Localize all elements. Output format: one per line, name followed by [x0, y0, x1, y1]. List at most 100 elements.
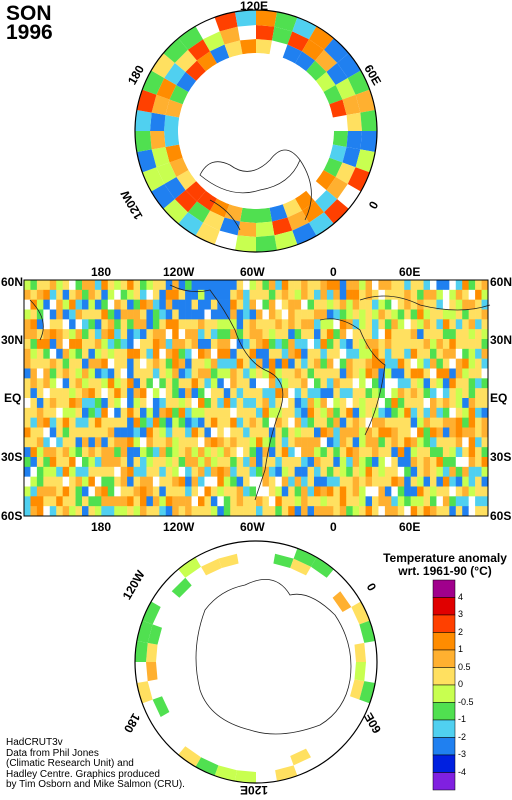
map-cell: [275, 358, 283, 369]
map-cell: [94, 496, 102, 507]
map-cell: [198, 447, 205, 458]
map-cell: [262, 358, 270, 369]
map-cell: [359, 407, 366, 418]
map-cell: [256, 457, 263, 468]
map-cell: [140, 476, 147, 487]
map-cell: [56, 486, 63, 497]
map-cell: [24, 378, 31, 389]
map-cell: [43, 407, 51, 418]
map-cell: [404, 289, 411, 300]
map-cell: [288, 427, 295, 438]
map-cell: [365, 299, 373, 310]
map-cell: [294, 378, 302, 389]
map-cell: [198, 506, 205, 517]
map-cell: [288, 388, 295, 399]
map-cell: [372, 457, 379, 468]
map-cell: [333, 486, 341, 497]
map-cell: [249, 280, 257, 291]
map-cell: [404, 496, 411, 507]
map-cell: [236, 309, 244, 320]
map-cell: [88, 378, 96, 389]
map-cell: [165, 358, 173, 369]
map-cell: [185, 407, 192, 418]
map-cell: [127, 437, 134, 448]
map-cell: [75, 348, 83, 359]
map-cell: [397, 368, 405, 379]
map-cell: [159, 466, 167, 477]
map-cell: [326, 378, 334, 389]
map-cell: [75, 319, 83, 330]
map-cell: [82, 457, 89, 468]
map-cell: [120, 447, 128, 458]
map-cell: [243, 339, 250, 350]
polar-cell: [326, 177, 348, 200]
map-cell: [204, 466, 212, 477]
map-cell: [223, 437, 231, 448]
polar-cell: [346, 131, 362, 150]
map-cell: [88, 348, 96, 359]
map-cell: [275, 457, 283, 468]
map-cell: [475, 398, 482, 409]
map-cell: [236, 437, 244, 448]
map-cell: [449, 427, 457, 438]
map-cell: [114, 398, 121, 409]
map-cell: [114, 486, 121, 497]
map-cell: [462, 368, 469, 379]
map-cell: [43, 398, 51, 409]
map-cell: [372, 348, 379, 359]
map-cell: [114, 378, 121, 389]
map-cell: [101, 476, 109, 487]
map-cell: [391, 368, 399, 379]
map-cell: [146, 437, 154, 448]
map-cell: [191, 476, 199, 487]
map-cell: [217, 289, 225, 300]
map-cell: [107, 506, 115, 517]
map-cell: [178, 447, 186, 458]
map-cell: [236, 466, 244, 477]
map-cell: [243, 358, 250, 369]
map-cell: [307, 299, 315, 310]
map-cell: [120, 280, 128, 291]
map-cell: [152, 339, 160, 350]
polar-cell: [323, 157, 343, 177]
map-cell: [481, 339, 489, 350]
map-cell: [178, 378, 186, 389]
map-cell: [397, 309, 405, 320]
map-cell: [384, 398, 392, 409]
map-cell: [82, 506, 89, 517]
map-cell: [36, 496, 44, 507]
map-cell: [391, 486, 399, 497]
map-cell: [230, 289, 237, 300]
map-cell: [249, 388, 257, 399]
map-cell: [339, 486, 347, 497]
map-cell: [223, 427, 231, 438]
map-cell: [127, 378, 134, 389]
map-cell: [172, 466, 179, 477]
map-cell: [114, 368, 121, 379]
map-cell: [165, 506, 173, 517]
map-cell: [326, 437, 334, 448]
map-cell: [43, 309, 51, 320]
map-cell: [339, 417, 347, 428]
map-cell: [256, 348, 263, 359]
map-cell: [455, 319, 463, 330]
map-cell: [230, 378, 237, 389]
map-cell: [146, 280, 154, 291]
map-cell: [178, 437, 186, 448]
map-cell: [236, 476, 244, 487]
map-cell: [127, 339, 134, 350]
polar-cell: [201, 558, 222, 576]
polar-cell: [292, 17, 317, 40]
map-cell: [172, 457, 179, 468]
map-cell: [107, 280, 115, 291]
map-cell: [243, 496, 250, 507]
map-cell: [268, 339, 276, 350]
map-cell: [391, 447, 399, 458]
map-cell: [384, 427, 392, 438]
polar-cell: [151, 147, 170, 168]
map-cell: [397, 427, 405, 438]
map-cell: [152, 348, 160, 359]
map-cell: [49, 417, 57, 428]
map-cell: [159, 486, 167, 497]
map-cell: [56, 319, 63, 330]
